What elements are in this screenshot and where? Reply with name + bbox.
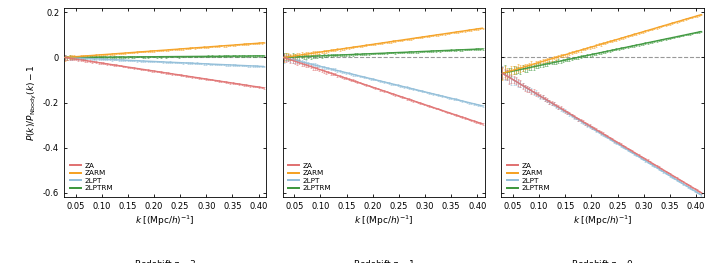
Legend: ZA, ZARM, 2LPT, 2LPTRM: ZA, ZARM, 2LPT, 2LPTRM bbox=[287, 161, 333, 194]
Text: Redshift $z = 3$: Redshift $z = 3$ bbox=[134, 258, 197, 263]
X-axis label: $k\;[(\mathrm{Mpc}/h)^{-1}]$: $k\;[(\mathrm{Mpc}/h)^{-1}]$ bbox=[573, 214, 633, 228]
Legend: ZA, ZARM, 2LPT, 2LPTRM: ZA, ZARM, 2LPT, 2LPTRM bbox=[68, 161, 115, 194]
Legend: ZA, ZARM, 2LPT, 2LPTRM: ZA, ZARM, 2LPT, 2LPTRM bbox=[505, 161, 552, 194]
Text: Redshift $z = 0$: Redshift $z = 0$ bbox=[571, 258, 634, 263]
Text: Redshift $z = 1$: Redshift $z = 1$ bbox=[353, 258, 415, 263]
X-axis label: $k\;[(\mathrm{Mpc}/h)^{-1}]$: $k\;[(\mathrm{Mpc}/h)^{-1}]$ bbox=[354, 214, 414, 228]
X-axis label: $k\;[(\mathrm{Mpc}/h)^{-1}]$: $k\;[(\mathrm{Mpc}/h)^{-1}]$ bbox=[135, 214, 195, 228]
Y-axis label: $P(k)/P_{\mathrm{Nbody}}(k) - 1$: $P(k)/P_{\mathrm{Nbody}}(k) - 1$ bbox=[26, 64, 38, 141]
